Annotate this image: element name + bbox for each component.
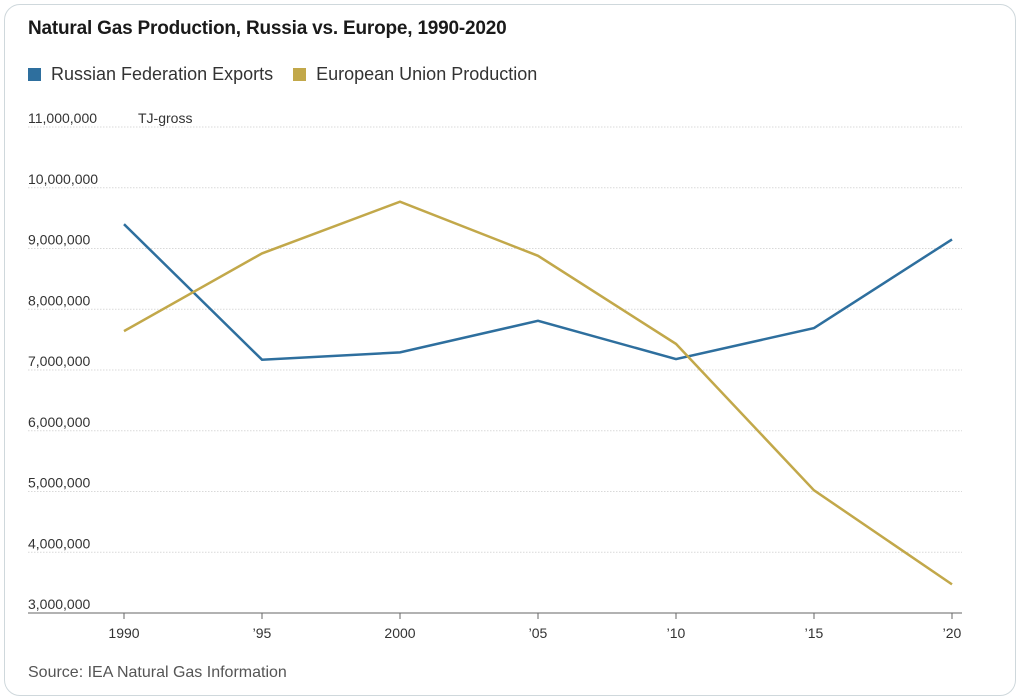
series-line-russia	[123, 223, 953, 361]
legend-label-eu: European Union Production	[316, 64, 538, 84]
legend-item-russia: Russian Federation Exports	[28, 64, 273, 85]
x-tick-label: ’15	[805, 625, 824, 641]
legend: Russian Federation Exports European Unio…	[28, 64, 557, 85]
y-tick-label: 11,000,000	[28, 110, 97, 126]
legend-swatch-eu	[293, 68, 307, 81]
chart-title: Natural Gas Production, Russia vs. Europ…	[28, 18, 507, 39]
x-tick-label: 1990	[108, 625, 139, 641]
y-tick-label: 4,000,000	[28, 535, 90, 551]
legend-swatch-russia	[28, 68, 41, 81]
x-tick-label: ’10	[667, 625, 686, 641]
y-tick-label: 5,000,000	[28, 475, 90, 491]
x-tick-label: 2000	[384, 625, 415, 641]
x-tick-label: ’20	[943, 625, 962, 641]
chart-card	[4, 4, 1016, 696]
series-line-eu	[123, 200, 953, 586]
y-tick-label: 3,000,000	[28, 596, 90, 612]
line-chart: 3,000,000 4,000,000 5,000,000 6,000,000 7,00…	[28, 110, 962, 641]
y-tick-label: 10,000,000	[28, 171, 98, 187]
y-tick-label: 8,000,000	[28, 292, 90, 308]
y-tick-label: 7,000,000	[28, 353, 90, 369]
x-tick-label: ’05	[529, 625, 548, 641]
y-unit-label: TJ-gross	[138, 110, 192, 126]
y-tick-label: 9,000,000	[28, 232, 90, 248]
legend-label-russia: Russian Federation Exports	[51, 64, 274, 84]
source-note: Source: IEA Natural Gas Information	[28, 664, 287, 681]
legend-item-eu: European Union Production	[293, 64, 537, 85]
x-tick-label: ’95	[253, 625, 272, 641]
y-tick-label: 6,000,000	[28, 414, 90, 430]
